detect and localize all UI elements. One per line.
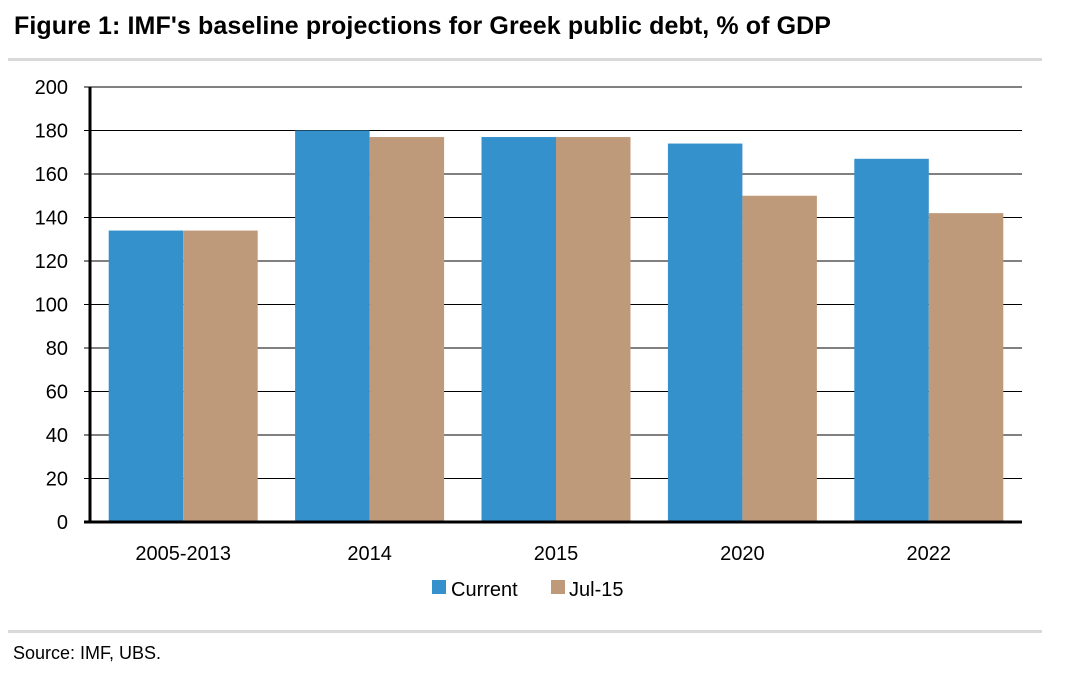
- legend-label: Current: [451, 579, 518, 601]
- x-tick-label: 2014: [347, 543, 392, 565]
- chart-title: Figure 1: IMF's baseline projections for…: [14, 12, 832, 40]
- y-tick-label: 180: [35, 121, 68, 143]
- bars: [108, 130, 1004, 523]
- legend-swatch-current: [432, 580, 446, 594]
- title-divider: [8, 58, 1042, 61]
- y-tick-label: 80: [46, 338, 68, 360]
- y-tick-label: 160: [35, 164, 68, 186]
- y-tick-label: 100: [35, 295, 68, 317]
- bar-jul-15-2022: [928, 213, 1004, 522]
- source-note: Source: IMF, UBS.: [13, 643, 162, 663]
- bar-jul-15-2015: [556, 137, 631, 522]
- y-tick-label: 200: [35, 77, 68, 99]
- x-tick-label: 2022: [907, 543, 952, 565]
- legend-swatch-jul-15: [551, 580, 565, 594]
- y-tick-label: 60: [46, 382, 68, 404]
- y-tick-label: 140: [35, 208, 68, 230]
- bar-jul-15-2020: [742, 195, 817, 522]
- bar-jul-15-2014: [369, 137, 445, 522]
- bar-current-2020: [667, 143, 743, 523]
- y-tick-label: 120: [35, 251, 68, 273]
- bar-current-2005-2013: [108, 230, 184, 523]
- tick-labels: 0 20 40 60 80 100 120 140 160 180 200 2005-2013 2014…: [35, 77, 951, 565]
- y-tick-label: 0: [57, 512, 68, 534]
- y-tick-label: 20: [46, 469, 68, 491]
- bar-current-2015: [481, 137, 556, 522]
- bar-current-2014: [295, 130, 370, 522]
- legend-label: Jul-15: [569, 579, 623, 601]
- y-tick-label: 40: [46, 425, 68, 447]
- source-divider: [8, 630, 1042, 633]
- legend: Current Jul-15: [432, 579, 623, 601]
- x-tick-label: 2005-2013: [135, 543, 231, 565]
- axes: [84, 86, 1022, 524]
- bar-jul-15-2005-2013: [183, 230, 258, 523]
- bar-current-2022: [854, 158, 929, 522]
- x-tick-label: 2020: [720, 543, 765, 565]
- x-tick-label: 2015: [534, 543, 579, 565]
